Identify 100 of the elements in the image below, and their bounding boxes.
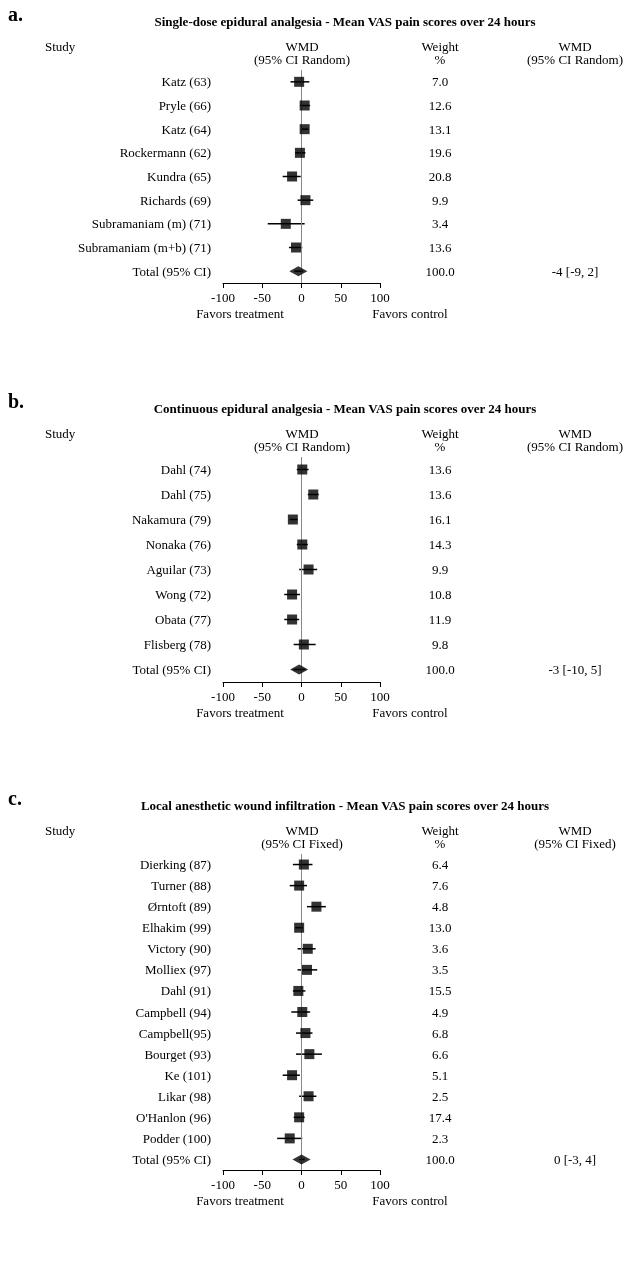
point <box>297 464 308 475</box>
y-tick-label: Aguilar (73) <box>146 562 211 577</box>
text: WMD (95% CI Random) <box>526 39 624 67</box>
text: -4 [-9, 2] <box>551 263 599 279</box>
chart-title: Continuous epidural analgesia - Mean VAS pain scores over 24 hours <box>153 401 537 416</box>
point <box>294 76 305 87</box>
y-tick-label: Katz (64) <box>161 121 211 137</box>
point <box>299 100 310 111</box>
text: Weight % <box>421 426 459 454</box>
text: 10.8 <box>428 587 452 602</box>
text: Study <box>45 823 76 838</box>
text: 100.0 <box>425 1151 455 1167</box>
y-tick-label: Total (95% CI) <box>132 263 211 279</box>
text: 19.6 <box>428 145 452 161</box>
point <box>287 614 298 625</box>
y-tick-label: Dahl (74) <box>160 462 211 477</box>
y-tick-label: Victory (90) <box>147 941 211 957</box>
point <box>298 639 309 650</box>
text: 6.6 <box>431 1046 449 1062</box>
text: 4.8 <box>431 899 449 915</box>
y-tick-label: Dierking (87) <box>139 857 211 873</box>
text: WMD (95% CI Fixed) <box>261 823 343 851</box>
point <box>300 195 311 206</box>
point <box>304 1049 315 1060</box>
point <box>301 964 312 975</box>
point <box>294 880 305 891</box>
text: WMD (95% CI Random) <box>253 39 351 67</box>
point <box>284 1133 295 1144</box>
point <box>294 1112 305 1123</box>
text: 100.0 <box>425 263 455 279</box>
point <box>297 1007 308 1017</box>
text: 17.4 <box>428 1109 452 1125</box>
text: 20.8 <box>428 169 452 184</box>
y-tick-label: Turner (88) <box>151 878 211 894</box>
x-tick-label: 100 <box>370 290 390 305</box>
text: 13.6 <box>428 462 452 477</box>
text: 13.1 <box>428 121 452 137</box>
y-tick-label: Campbell(95) <box>138 1025 211 1041</box>
text: c. <box>8 787 22 809</box>
x-tick-label: 50 <box>334 290 348 305</box>
y-tick-label: Flisberg (78) <box>143 637 211 652</box>
text: b. <box>8 390 25 412</box>
y-tick-label: Total (95% CI) <box>132 1151 211 1167</box>
text: 7.6 <box>431 878 449 894</box>
y-tick-label: Podder (100) <box>142 1130 211 1146</box>
x-tick-label: 100 <box>370 689 390 704</box>
y-tick-label: Nonaka (76) <box>145 537 211 552</box>
x-tick-label: 50 <box>334 1177 348 1192</box>
point <box>293 985 304 996</box>
text: Weight % <box>421 823 459 851</box>
point <box>308 489 319 500</box>
text: 16.1 <box>428 512 452 527</box>
text: 6.8 <box>431 1025 449 1041</box>
y-tick-label: Ørntoft (89) <box>147 899 211 915</box>
text: 6.4 <box>431 857 449 873</box>
point <box>303 1091 314 1102</box>
text: WMD (95% CI Random) <box>253 426 351 454</box>
point <box>287 171 298 182</box>
text: Study <box>45 426 76 441</box>
point <box>300 1028 311 1039</box>
text: 13.6 <box>428 240 452 255</box>
y-tick-label: Pryle (66) <box>158 98 211 113</box>
text: 2.3 <box>431 1130 449 1146</box>
text: 9.9 <box>431 192 449 208</box>
text: 7.0 <box>431 74 449 90</box>
text: Favors control <box>372 1193 449 1208</box>
x-tick-label: -100 <box>211 1177 235 1192</box>
text: 15.5 <box>428 983 452 999</box>
point <box>291 242 302 253</box>
text: 2.5 <box>431 1088 449 1104</box>
y-tick-label: Obata (77) <box>155 612 211 627</box>
text: 3.6 <box>431 941 449 957</box>
x-tick-label: -100 <box>211 290 235 305</box>
y-tick-label: Likar (98) <box>157 1088 211 1104</box>
text: Weight % <box>421 39 459 67</box>
text: 5.1 <box>431 1067 449 1083</box>
text: 0 [-3, 4] <box>553 1151 597 1167</box>
text: WMD (95% CI Fixed) <box>534 823 616 851</box>
point <box>287 589 298 600</box>
x-tick-label: 100 <box>370 1177 390 1192</box>
text: Favors treatment <box>196 705 285 720</box>
y-tick-label: Rockermann (62) <box>119 145 211 161</box>
y-tick-label: Elhakim (99) <box>142 920 211 936</box>
point <box>280 218 291 229</box>
text: 4.9 <box>431 1004 449 1020</box>
y-tick-label: Dahl (75) <box>160 487 211 502</box>
text: Favors control <box>372 306 449 321</box>
y-tick-label: Subramaniam (m) (71) <box>91 216 211 232</box>
x-tick-label: -50 <box>253 290 271 305</box>
y-tick-label: Molliex (97) <box>144 962 211 978</box>
y-tick-label: Ke (101) <box>164 1067 211 1083</box>
text: 3.5 <box>431 962 449 978</box>
y-tick-label: Nakamura (79) <box>131 512 211 527</box>
chart-title: Single-dose epidural analgesia - Mean VAS pain scores over 24 hours <box>154 14 536 29</box>
text: 100.0 <box>425 662 455 677</box>
y-tick-label: Richards (69) <box>139 192 211 208</box>
point <box>298 859 309 870</box>
y-tick-label: Katz (63) <box>161 74 211 90</box>
y-tick-label: Dahl (91) <box>160 983 211 999</box>
point <box>287 1070 298 1081</box>
